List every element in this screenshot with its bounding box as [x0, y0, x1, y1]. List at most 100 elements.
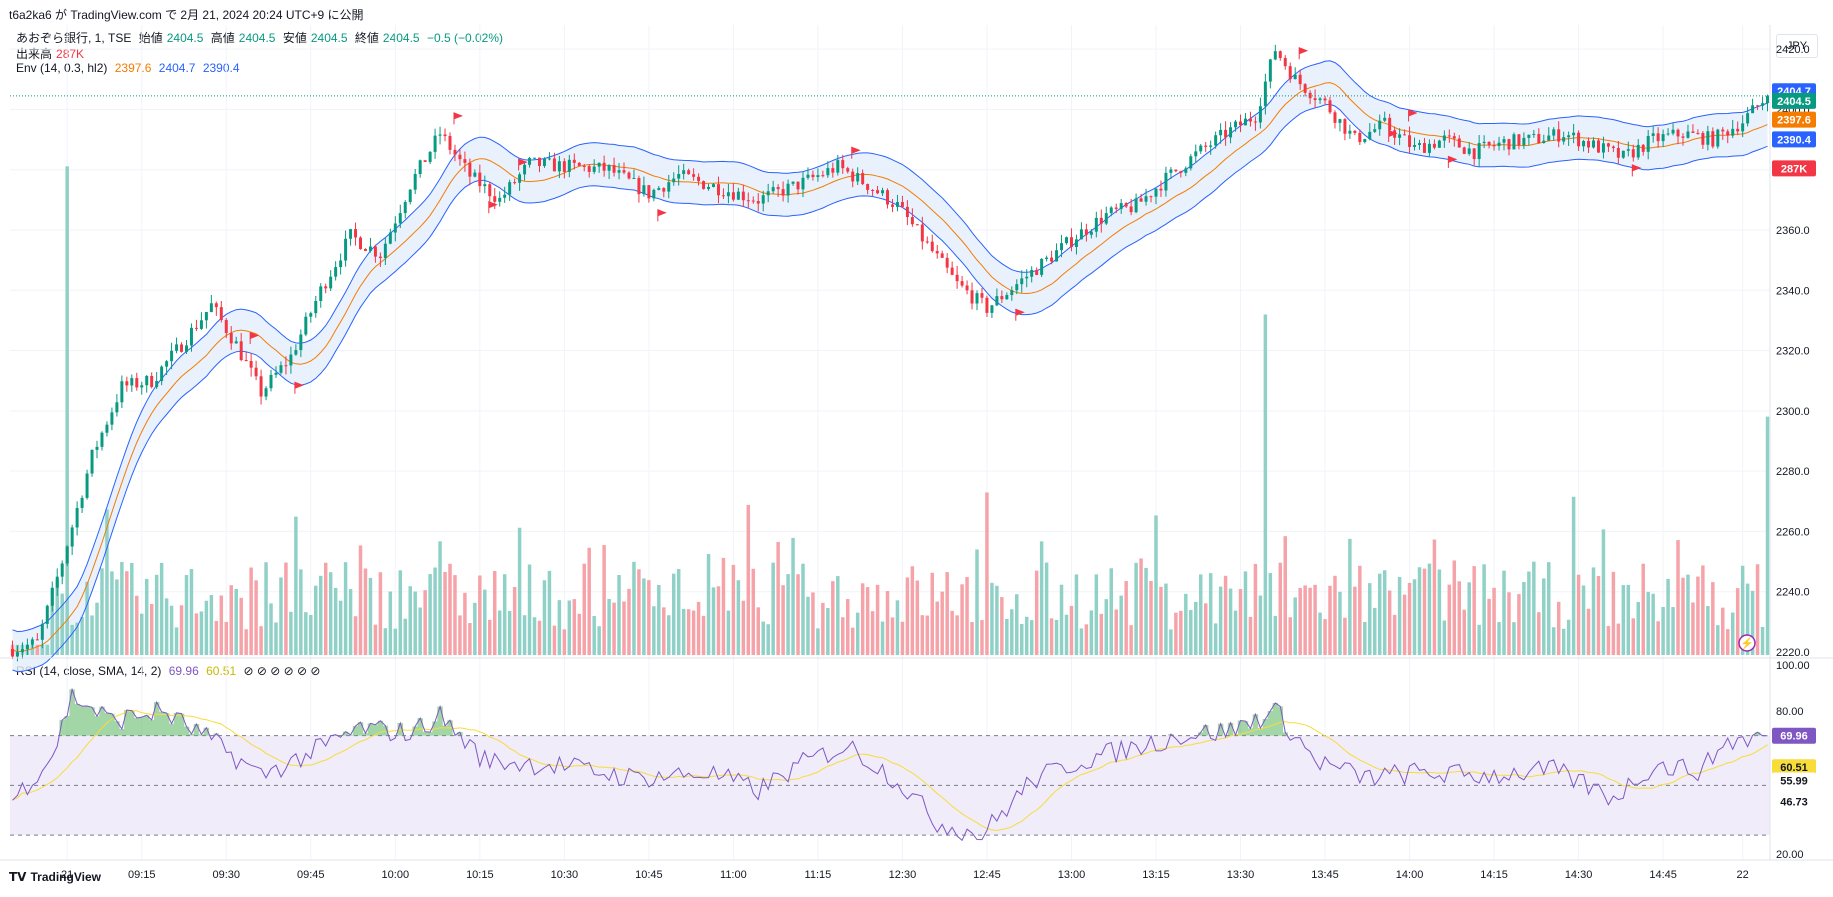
- candle-body: [1711, 131, 1715, 147]
- candle-body: [1691, 131, 1695, 133]
- volume-bar: [1392, 614, 1397, 655]
- volume-bar: [60, 593, 64, 655]
- volume-bar: [1015, 594, 1019, 655]
- volume-bar: [40, 644, 45, 655]
- volume-bar: [174, 627, 179, 655]
- candle-body: [1139, 198, 1143, 202]
- candle-body: [1477, 143, 1481, 160]
- candle-body: [980, 293, 984, 298]
- candle-body: [547, 158, 551, 160]
- volume-bar: [696, 601, 701, 655]
- volume-bar: [398, 570, 403, 655]
- volume-bar: [637, 569, 641, 655]
- candle-body: [821, 175, 825, 177]
- candle-body: [925, 241, 929, 243]
- volume-bar: [328, 572, 333, 655]
- price-tick-label: 2280.0: [1776, 466, 1810, 478]
- candle-body: [478, 172, 482, 187]
- time-tick-label: 11:15: [805, 869, 832, 881]
- candle-body: [1462, 147, 1466, 154]
- candle-body: [915, 224, 919, 226]
- volume-bar: [1288, 617, 1292, 655]
- volume-bar: [1681, 577, 1685, 655]
- volume-bar: [1740, 565, 1745, 655]
- candle-body: [1358, 132, 1362, 143]
- candle-body: [1751, 105, 1755, 114]
- volume-bar: [542, 580, 547, 655]
- volume-bar: [1407, 582, 1412, 655]
- candle-body: [622, 170, 626, 173]
- volume-bar: [1457, 581, 1462, 655]
- candle-body: [895, 202, 899, 207]
- candle-body: [1129, 206, 1133, 213]
- close-label: 終値: [354, 31, 379, 45]
- volume-bar: [990, 582, 994, 655]
- candle-body: [552, 158, 556, 172]
- candle-body: [533, 157, 537, 159]
- candle-body: [324, 286, 328, 289]
- low-label: 安値: [282, 31, 307, 45]
- price-tags: 2404.72404.52397.62390.4287K69.9660.5155…: [1738, 83, 1816, 810]
- candle-body: [448, 136, 452, 150]
- candle-body: [1184, 168, 1188, 173]
- volume-bar: [483, 589, 487, 655]
- volume-bar: [1377, 573, 1382, 655]
- rsi-level-a-tag: 55.99: [1780, 775, 1808, 787]
- volume-bar: [1721, 607, 1725, 655]
- volume-bar: [1194, 601, 1198, 655]
- volume-bar: [1184, 593, 1188, 655]
- candle-body: [45, 605, 49, 624]
- volume-bar: [1571, 496, 1576, 655]
- env-label: Env (14, 0.3, hl2): [16, 61, 108, 75]
- volume-bar: [945, 572, 949, 655]
- volume-bar: [130, 563, 134, 655]
- volume-bar: [1467, 582, 1471, 655]
- candle-body: [314, 300, 318, 314]
- candle-body: [677, 174, 681, 179]
- candle-body: [1418, 143, 1421, 146]
- alert-icon: [1738, 634, 1756, 652]
- volume-bar: [657, 584, 661, 655]
- volume-bar: [110, 571, 114, 655]
- candle-body: [289, 354, 293, 366]
- volume-bar: [438, 541, 442, 655]
- candle-body: [766, 191, 770, 196]
- candle-body: [1447, 135, 1451, 137]
- volume-bar: [756, 607, 760, 655]
- flag-icon: [518, 158, 528, 166]
- volume-bar: [1497, 622, 1501, 655]
- candle-body: [1035, 269, 1039, 275]
- candle-body: [726, 192, 730, 197]
- volume-bar: [676, 568, 681, 655]
- candle-body: [299, 334, 303, 351]
- volume-bar: [448, 563, 452, 655]
- volume-bar: [1462, 609, 1466, 655]
- volume-bar: [1099, 613, 1104, 655]
- currency-button[interactable]: JPY: [1776, 34, 1818, 58]
- volume-bar: [771, 562, 775, 655]
- candle-body: [627, 172, 631, 179]
- volume-bar: [443, 571, 447, 655]
- candle-body: [239, 341, 243, 361]
- volume-bar: [925, 615, 930, 655]
- volume-bar: [353, 616, 358, 655]
- volume-bar: [975, 549, 979, 655]
- candle-body: [731, 192, 735, 200]
- candle-body: [1313, 98, 1317, 101]
- volume-bar: [164, 598, 169, 655]
- close-value: 2404.5: [382, 31, 420, 45]
- candle-body: [244, 360, 248, 362]
- volume-bar: [1169, 629, 1173, 655]
- candle-body: [473, 172, 477, 177]
- volume-bar: [100, 568, 104, 655]
- volume-bar: [189, 569, 194, 655]
- time-tick-label: 09:15: [128, 869, 156, 881]
- volume-bar: [552, 625, 557, 655]
- candle-body: [881, 190, 885, 194]
- volume-bar: [1218, 586, 1223, 655]
- price-tick-label: 2300.0: [1776, 406, 1810, 418]
- candle-body: [1681, 136, 1685, 138]
- volume-bar: [1363, 621, 1367, 655]
- rsi-level-b-tag: 46.73: [1780, 797, 1808, 809]
